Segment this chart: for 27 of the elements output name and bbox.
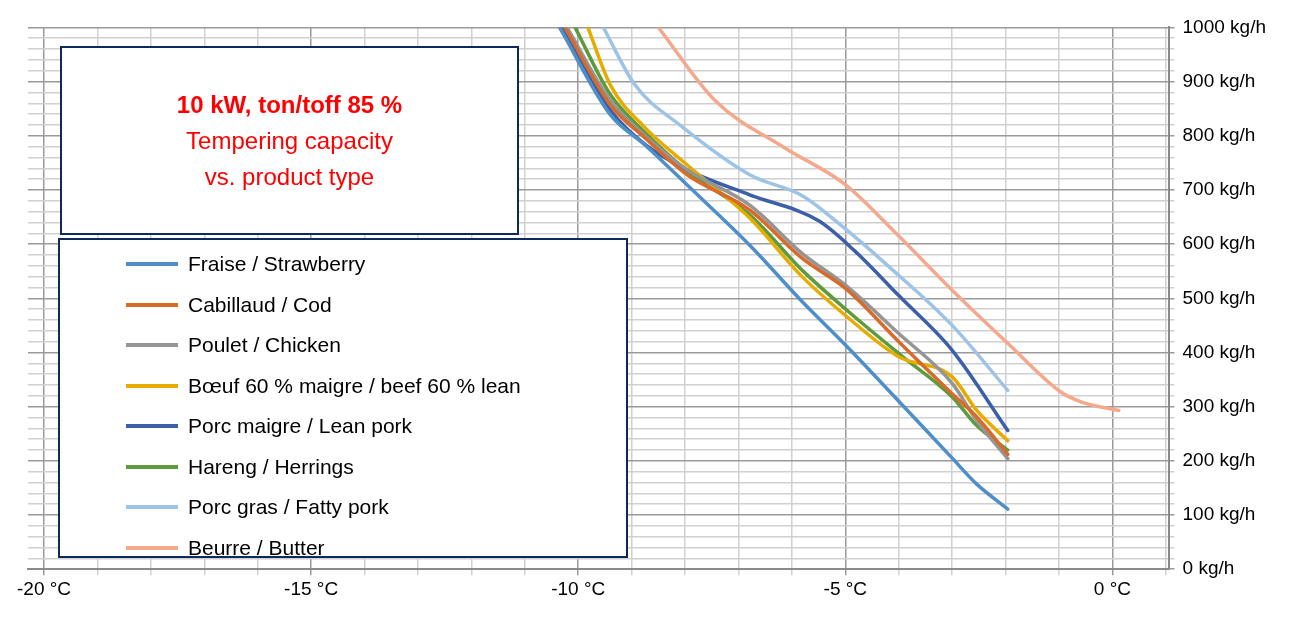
x-tick-label: -10 °C [551, 577, 606, 599]
legend-label: Porc gras / Fatty pork [188, 495, 389, 520]
x-tick-label: -15 °C [284, 577, 339, 599]
y-tick-label: 300 kg/h [1182, 394, 1256, 416]
line-series [656, 27, 1121, 413]
legend-label: Bœuf 60 % maigre / beef 60 % lean [188, 373, 521, 398]
x-tick-label: 0 °C [1093, 577, 1132, 599]
legend-label: Beurre / Butter [188, 535, 325, 560]
legend-label: Fraise / Strawberry [188, 252, 366, 277]
x-tick-label: -5 °C [823, 577, 868, 599]
legend-label: Poulet / Chicken [188, 333, 341, 358]
line-series [601, 27, 1010, 393]
y-tick-label: 0 kg/h [1182, 557, 1235, 579]
y-tick-label: 200 kg/h [1182, 449, 1256, 471]
legend-label: Hareng / Herrings [188, 454, 354, 479]
y-tick-label: 900 kg/h [1182, 69, 1256, 91]
y-tick-label: 500 kg/h [1182, 286, 1256, 308]
legend-label: Porc maigre / Lean pork [188, 414, 413, 439]
x-tick-label: -20 °C [17, 577, 72, 599]
y-tick-label: 1000 kg/h [1182, 15, 1267, 37]
y-tick-label: 600 kg/h [1182, 232, 1256, 254]
title-box: 10 kW, ton/toff 85 % Tempering capacity vs. product type [60, 46, 519, 235]
y-tick-label: 100 kg/h [1182, 503, 1256, 525]
y-tick-label: 400 kg/h [1182, 340, 1256, 362]
legend-label: Cabillaud / Cod [188, 292, 332, 317]
y-tick-label: 800 kg/h [1182, 123, 1256, 145]
y-tick-label: 700 kg/h [1182, 178, 1256, 200]
